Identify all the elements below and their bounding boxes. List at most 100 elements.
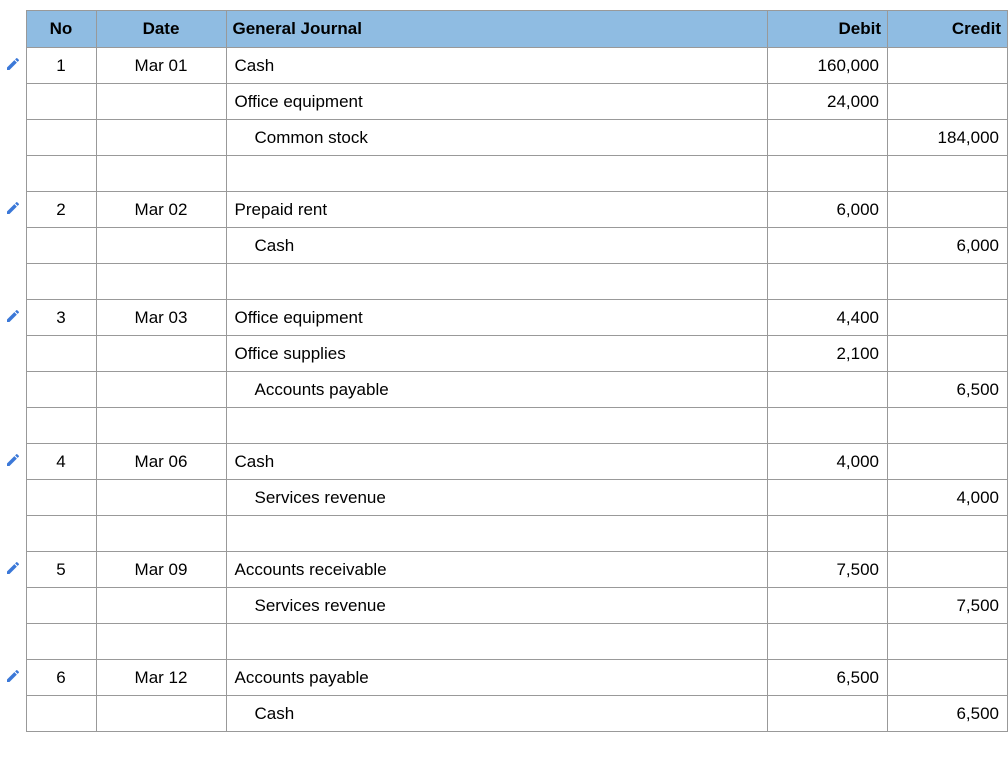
edit-cell — [0, 228, 26, 264]
cell-credit — [888, 300, 1008, 336]
cell-date — [96, 624, 226, 660]
cell-credit: 6,500 — [888, 696, 1008, 732]
pencil-icon[interactable] — [5, 560, 21, 581]
cell-credit — [888, 264, 1008, 300]
cell-credit — [888, 192, 1008, 228]
pencil-icon[interactable] — [5, 668, 21, 689]
cell-debit — [768, 516, 888, 552]
cell-debit: 4,000 — [768, 444, 888, 480]
edit-cell — [0, 336, 26, 372]
cell-credit — [888, 48, 1008, 84]
cell-description: Cash — [226, 696, 768, 732]
cell-date — [96, 372, 226, 408]
cell-credit — [888, 660, 1008, 696]
edit-cell — [0, 300, 26, 336]
cell-no — [26, 156, 96, 192]
cell-description: Accounts receivable — [226, 552, 768, 588]
cell-no — [26, 264, 96, 300]
cell-description: Cash — [226, 444, 768, 480]
table-row: 5Mar 09Accounts receivable7,500 — [0, 552, 1008, 588]
column-header-desc: General Journal — [226, 11, 768, 48]
pencil-icon[interactable] — [5, 200, 21, 221]
edit-cell — [0, 48, 26, 84]
cell-description: Accounts payable — [226, 372, 768, 408]
cell-no — [26, 228, 96, 264]
blank-edit-header — [0, 11, 26, 48]
cell-no — [26, 336, 96, 372]
table-row: Office equipment24,000 — [0, 84, 1008, 120]
table-row: Common stock184,000 — [0, 120, 1008, 156]
cell-no — [26, 588, 96, 624]
edit-cell — [0, 264, 26, 300]
cell-credit — [888, 336, 1008, 372]
pencil-icon[interactable] — [5, 56, 21, 77]
cell-debit — [768, 264, 888, 300]
column-header-credit: Credit — [888, 11, 1008, 48]
cell-description — [226, 408, 768, 444]
cell-date — [96, 588, 226, 624]
cell-description: Common stock — [226, 120, 768, 156]
cell-date: Mar 12 — [96, 660, 226, 696]
cell-description: Accounts payable — [226, 660, 768, 696]
edit-cell — [0, 516, 26, 552]
cell-description — [226, 264, 768, 300]
pencil-icon[interactable] — [5, 308, 21, 329]
cell-debit — [768, 696, 888, 732]
cell-date — [96, 696, 226, 732]
edit-cell — [0, 660, 26, 696]
cell-debit — [768, 408, 888, 444]
cell-credit — [888, 624, 1008, 660]
cell-date — [96, 156, 226, 192]
edit-cell — [0, 120, 26, 156]
cell-no — [26, 624, 96, 660]
cell-credit — [888, 156, 1008, 192]
cell-date — [96, 480, 226, 516]
cell-date — [96, 228, 226, 264]
cell-no — [26, 84, 96, 120]
edit-cell — [0, 192, 26, 228]
table-row — [0, 516, 1008, 552]
cell-debit: 6,000 — [768, 192, 888, 228]
cell-date — [96, 84, 226, 120]
cell-debit: 24,000 — [768, 84, 888, 120]
table-row — [0, 156, 1008, 192]
cell-date — [96, 408, 226, 444]
cell-debit — [768, 480, 888, 516]
cell-debit: 7,500 — [768, 552, 888, 588]
cell-date — [96, 264, 226, 300]
cell-no — [26, 408, 96, 444]
general-journal-table: No Date General Journal Debit Credit 1Ma… — [0, 10, 1008, 732]
edit-cell — [0, 696, 26, 732]
cell-no: 3 — [26, 300, 96, 336]
cell-date: Mar 09 — [96, 552, 226, 588]
table-row: Services revenue4,000 — [0, 480, 1008, 516]
column-header-no: No — [26, 11, 96, 48]
pencil-icon[interactable] — [5, 452, 21, 473]
edit-cell — [0, 84, 26, 120]
column-header-date: Date — [96, 11, 226, 48]
cell-description — [226, 516, 768, 552]
table-row: Cash6,000 — [0, 228, 1008, 264]
table-row — [0, 624, 1008, 660]
edit-cell — [0, 444, 26, 480]
table-row: Accounts payable6,500 — [0, 372, 1008, 408]
table-row: Services revenue7,500 — [0, 588, 1008, 624]
cell-debit: 160,000 — [768, 48, 888, 84]
table-row: 1Mar 01Cash160,000 — [0, 48, 1008, 84]
edit-cell — [0, 552, 26, 588]
cell-credit: 6,000 — [888, 228, 1008, 264]
cell-date: Mar 03 — [96, 300, 226, 336]
cell-date: Mar 02 — [96, 192, 226, 228]
cell-date — [96, 120, 226, 156]
edit-cell — [0, 408, 26, 444]
cell-debit — [768, 120, 888, 156]
table-row — [0, 408, 1008, 444]
cell-description: Services revenue — [226, 588, 768, 624]
edit-cell — [0, 372, 26, 408]
cell-debit — [768, 156, 888, 192]
cell-credit: 4,000 — [888, 480, 1008, 516]
cell-description: Cash — [226, 48, 768, 84]
cell-debit — [768, 228, 888, 264]
cell-description: Prepaid rent — [226, 192, 768, 228]
cell-debit: 2,100 — [768, 336, 888, 372]
